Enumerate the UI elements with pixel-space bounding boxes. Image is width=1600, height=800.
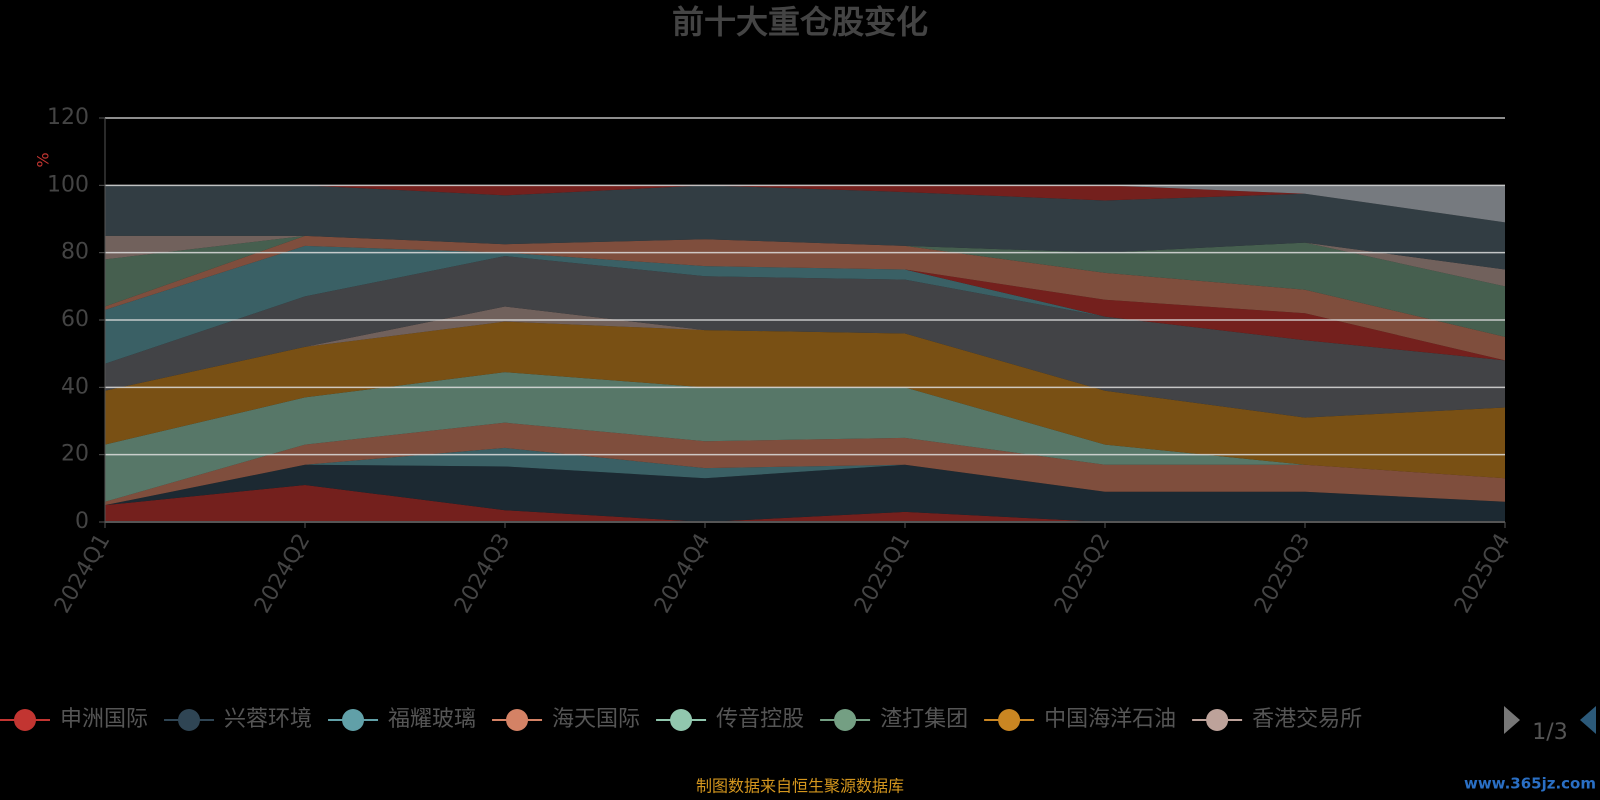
x-tick-label: 2025Q2 — [1050, 530, 1115, 618]
legend-marker — [998, 709, 1021, 731]
x-tick-label: 2024Q1 — [50, 530, 115, 618]
legend-label[interactable]: 申洲国际 — [60, 707, 148, 732]
area — [105, 235, 1505, 337]
area — [105, 484, 1505, 522]
legend-label[interactable]: 中国海洋石油 — [1044, 707, 1176, 732]
y-tick-label: 120 — [47, 105, 89, 130]
area — [105, 256, 1505, 418]
legend-label[interactable]: 渣打集团 — [880, 707, 968, 732]
area — [105, 422, 1505, 506]
legend-label[interactable]: 传音控股 — [716, 707, 804, 732]
legend-prev[interactable] — [1504, 706, 1520, 734]
y-tick-label: 40 — [61, 374, 89, 399]
area — [105, 372, 1505, 502]
area — [105, 235, 1505, 361]
legend-page: 1/3 — [1532, 720, 1567, 745]
legend-next[interactable] — [1580, 706, 1596, 734]
area — [105, 447, 1505, 506]
y-tick-label: 80 — [61, 240, 89, 265]
area — [105, 185, 1505, 270]
y-tick-label: 100 — [47, 172, 89, 197]
area — [105, 245, 1505, 364]
area — [105, 185, 1505, 223]
area — [105, 464, 1505, 522]
y-tick-label: 20 — [61, 442, 89, 467]
legend-marker — [670, 709, 693, 731]
footer: 制图数据来自恒生聚源数据库 — [696, 777, 904, 796]
legend-label[interactable]: 海天国际 — [552, 707, 640, 732]
legend-label[interactable]: 福耀玻璃 — [388, 707, 476, 732]
x-tick-label: 2025Q4 — [1450, 530, 1515, 618]
y-tick-label: 60 — [61, 307, 89, 332]
legend-label[interactable]: 兴蓉环境 — [224, 707, 312, 732]
x-tick-label: 2025Q1 — [850, 530, 915, 618]
x-tick-label: 2025Q3 — [1250, 530, 1315, 618]
legend-marker — [834, 709, 857, 731]
legend-marker — [14, 709, 36, 731]
area — [105, 235, 1505, 287]
x-tick-label: 2024Q3 — [450, 530, 515, 618]
x-tick-label: 2024Q2 — [250, 530, 315, 618]
y-axis-label: % — [34, 152, 53, 167]
area — [105, 185, 1505, 223]
y-tick-label: 0 — [75, 509, 89, 534]
legend-marker — [506, 709, 529, 731]
legend-label[interactable]: 香港交易所 — [1252, 707, 1362, 732]
area — [105, 321, 1505, 479]
legend-marker — [1206, 709, 1229, 731]
chart-title: 前十大重仓股变化 — [672, 3, 928, 41]
legend-marker — [342, 709, 365, 731]
watermark: www.365jz.com — [1464, 775, 1596, 793]
x-tick-label: 2024Q4 — [650, 530, 715, 618]
legend-marker — [178, 709, 201, 731]
